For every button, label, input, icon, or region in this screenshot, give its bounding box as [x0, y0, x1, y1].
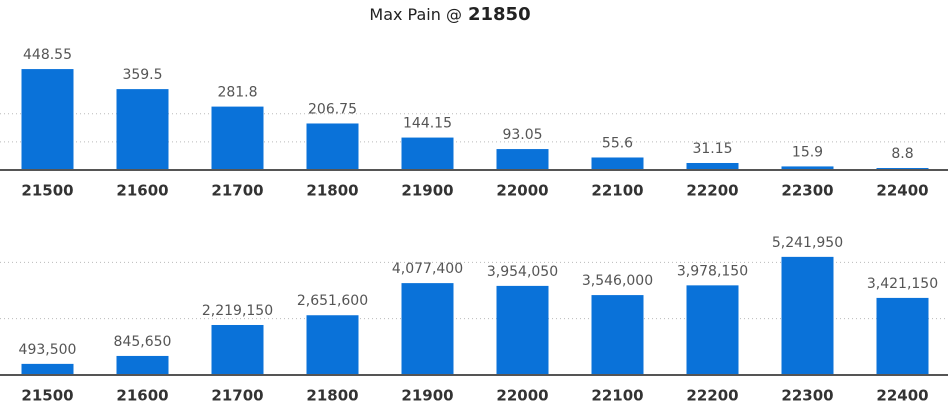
x-tick-label: 21500	[21, 387, 73, 405]
bar	[211, 106, 264, 170]
value-label: 3,954,050	[487, 264, 558, 280]
value-label: 2,651,600	[297, 293, 368, 309]
bar	[591, 157, 644, 170]
x-tick-label: 21900	[401, 182, 453, 200]
value-label: 8.8	[891, 146, 913, 162]
bar	[876, 297, 929, 375]
bar	[781, 256, 834, 375]
bar	[401, 137, 454, 170]
value-label: 281.8	[217, 85, 257, 101]
bar	[496, 149, 549, 170]
value-label: 359.5	[122, 67, 162, 83]
chart-title: Max Pain @ 21850	[369, 4, 530, 25]
x-tick-label: 22400	[876, 387, 928, 405]
x-tick-label: 21900	[401, 387, 453, 405]
bar	[591, 295, 644, 375]
value-label: 55.6	[602, 135, 633, 151]
value-label: 3,421,150	[867, 276, 938, 292]
x-tick-label: 22200	[686, 387, 738, 405]
x-tick-label: 22300	[781, 387, 833, 405]
value-label: 4,077,400	[392, 261, 463, 277]
value-label: 206.75	[308, 101, 357, 117]
bar	[781, 166, 834, 170]
bar	[306, 123, 359, 170]
title-text: Max Pain @	[369, 5, 462, 24]
value-label: 3,546,000	[582, 273, 653, 289]
bar	[686, 285, 739, 375]
bar	[306, 315, 359, 375]
bar	[116, 355, 169, 375]
value-label: 144.15	[403, 116, 452, 132]
value-label: 448.55	[23, 47, 72, 63]
value-label: 93.05	[502, 127, 542, 143]
max-pain-value: 21850	[468, 4, 531, 25]
bar	[21, 363, 74, 375]
value-label: 31.15	[692, 141, 732, 157]
value-label: 3,978,150	[677, 263, 748, 279]
x-tick-label: 22000	[496, 387, 548, 405]
x-tick-label: 21800	[306, 387, 358, 405]
x-tick-label: 22000	[496, 182, 548, 200]
bar	[401, 283, 454, 375]
x-tick-label: 21600	[116, 387, 168, 405]
value-label: 15.9	[792, 144, 823, 160]
bar	[116, 89, 169, 170]
x-tick-label: 21700	[211, 387, 263, 405]
x-tick-label: 22100	[591, 182, 643, 200]
value-label: 845,650	[114, 334, 172, 350]
x-tick-label: 22300	[781, 182, 833, 200]
x-tick-label: 22200	[686, 182, 738, 200]
x-tick-label: 21700	[211, 182, 263, 200]
x-tick-label: 21800	[306, 182, 358, 200]
bar	[496, 285, 549, 375]
x-tick-label: 22100	[591, 387, 643, 405]
bar	[211, 324, 264, 375]
value-label: 2,219,150	[202, 303, 273, 319]
x-tick-label: 21600	[116, 182, 168, 200]
bar	[21, 69, 74, 170]
value-label: 5,241,950	[772, 235, 843, 251]
x-tick-label: 21500	[21, 182, 73, 200]
value-label: 493,500	[19, 342, 77, 358]
x-tick-label: 22400	[876, 182, 928, 200]
bar	[686, 162, 739, 170]
